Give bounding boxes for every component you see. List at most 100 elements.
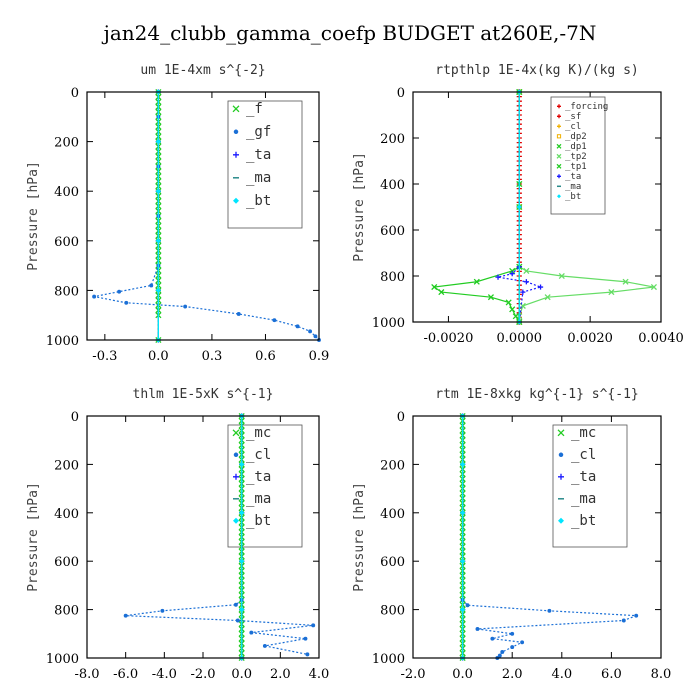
legend-label: _f xyxy=(246,101,263,117)
series-line xyxy=(432,92,520,323)
legend-label: _bt xyxy=(571,513,596,529)
panel-3: thlm 1E-5xK s^{-1} Pressure [hPa] 0 200 400 6… xyxy=(26,387,329,682)
x-tick-label: -2.0 xyxy=(190,667,215,682)
data-point xyxy=(634,613,639,618)
data-point xyxy=(438,289,445,296)
legend-label: _bt xyxy=(246,513,271,529)
data-point xyxy=(155,287,161,293)
y-axis-label: Pressure [hPa] xyxy=(26,161,41,271)
data-point xyxy=(547,608,552,613)
data-point xyxy=(500,650,505,654)
data-point xyxy=(558,272,565,280)
legend-label: _ma xyxy=(246,170,271,186)
legend-label: _cl xyxy=(571,447,596,463)
data-point xyxy=(236,312,241,316)
x-tick-label: 4.0 xyxy=(309,667,330,682)
panel-4: rtm 1E-8xkg kg^{-1} s^{-1} Pressure [hPa]… xyxy=(352,387,671,682)
legend-box xyxy=(552,424,628,548)
legend-marker xyxy=(556,153,562,159)
data-point xyxy=(509,271,515,277)
legend-label: _ta xyxy=(246,147,271,163)
data-point xyxy=(510,645,515,650)
legend-marker xyxy=(233,517,239,524)
legend-label: _dp1 xyxy=(565,142,587,152)
plot-frame xyxy=(86,91,320,341)
data-point xyxy=(239,607,245,613)
x-tick-label: 0.0040 xyxy=(638,331,684,346)
data-point xyxy=(233,602,238,607)
legend-marker xyxy=(557,194,561,199)
plot-frame xyxy=(412,415,662,659)
x-tick-label: 2.0 xyxy=(270,667,291,682)
y-tick-label: 1000 xyxy=(46,652,79,667)
series-bt xyxy=(460,413,466,661)
panel-title: um 1E-4xm s^{-2} xyxy=(140,63,265,78)
y-tick-label: 0 xyxy=(397,86,405,101)
x-tick-label: 0.9 xyxy=(309,349,330,364)
data-point xyxy=(155,238,161,244)
data-point xyxy=(155,139,161,145)
data-point xyxy=(160,608,165,613)
data-point xyxy=(523,279,529,285)
y-tick-label: 600 xyxy=(54,235,79,250)
data-point xyxy=(487,294,495,301)
data-point xyxy=(295,324,300,329)
data-point xyxy=(523,267,530,274)
data-point xyxy=(516,204,522,210)
data-point xyxy=(520,640,525,645)
y-tick-label: 400 xyxy=(380,178,405,193)
data-point xyxy=(650,283,657,291)
figure-title: jan24_clubb_gamma_coefp BUDGET at260E,-7… xyxy=(102,21,597,45)
data-point xyxy=(510,631,515,636)
data-point xyxy=(262,643,267,648)
data-point xyxy=(520,289,526,295)
x-tick-label: 0.0 xyxy=(148,349,169,364)
legend-label: _ta xyxy=(565,172,581,182)
x-tick-label: 4.0 xyxy=(551,667,572,682)
y-tick-label: 800 xyxy=(380,604,405,619)
data-point xyxy=(460,607,466,613)
data-point xyxy=(460,461,466,467)
data-point xyxy=(239,461,245,467)
data-point xyxy=(622,278,629,285)
data-point xyxy=(124,300,129,305)
legend-label: _cl xyxy=(246,447,271,463)
data-point xyxy=(509,267,516,274)
y-axis-label: Pressure [hPa] xyxy=(352,482,367,592)
data-point xyxy=(303,636,308,641)
data-point xyxy=(311,623,316,628)
data-point xyxy=(305,652,310,657)
data-point xyxy=(272,318,277,323)
data-point xyxy=(155,188,161,194)
data-point xyxy=(313,334,318,339)
data-point xyxy=(608,289,615,296)
legend-label: _ma xyxy=(565,182,581,192)
legend-label: _forcing xyxy=(565,102,608,112)
legend-box xyxy=(227,100,303,229)
x-tick-label: 8.0 xyxy=(651,667,672,682)
data-point xyxy=(544,294,551,301)
data-point xyxy=(495,274,501,280)
x-tick-label: -0.3 xyxy=(92,349,117,364)
y-tick-label: 1000 xyxy=(46,334,79,349)
legend-label: _ta xyxy=(246,469,271,485)
data-point xyxy=(505,299,512,306)
data-point xyxy=(512,313,519,320)
y-tick-label: 200 xyxy=(54,136,79,151)
data-point xyxy=(117,289,122,294)
data-point xyxy=(490,636,495,641)
y-tick-label: 0 xyxy=(71,86,79,101)
y-tick-label: 0 xyxy=(397,410,405,425)
data-point xyxy=(475,627,480,631)
data-point xyxy=(239,558,245,564)
legend-marker xyxy=(557,429,565,437)
panel-title: rtpthlp 1E-4x(kg K)/(kg s) xyxy=(435,63,639,78)
legend-marker xyxy=(233,151,239,158)
data-point xyxy=(92,294,97,299)
legend-marker xyxy=(558,517,564,524)
series-tp1 xyxy=(431,88,523,326)
x-tick-label: 0.0020 xyxy=(567,331,613,346)
series-line xyxy=(497,92,543,323)
legend-marker xyxy=(556,163,562,169)
